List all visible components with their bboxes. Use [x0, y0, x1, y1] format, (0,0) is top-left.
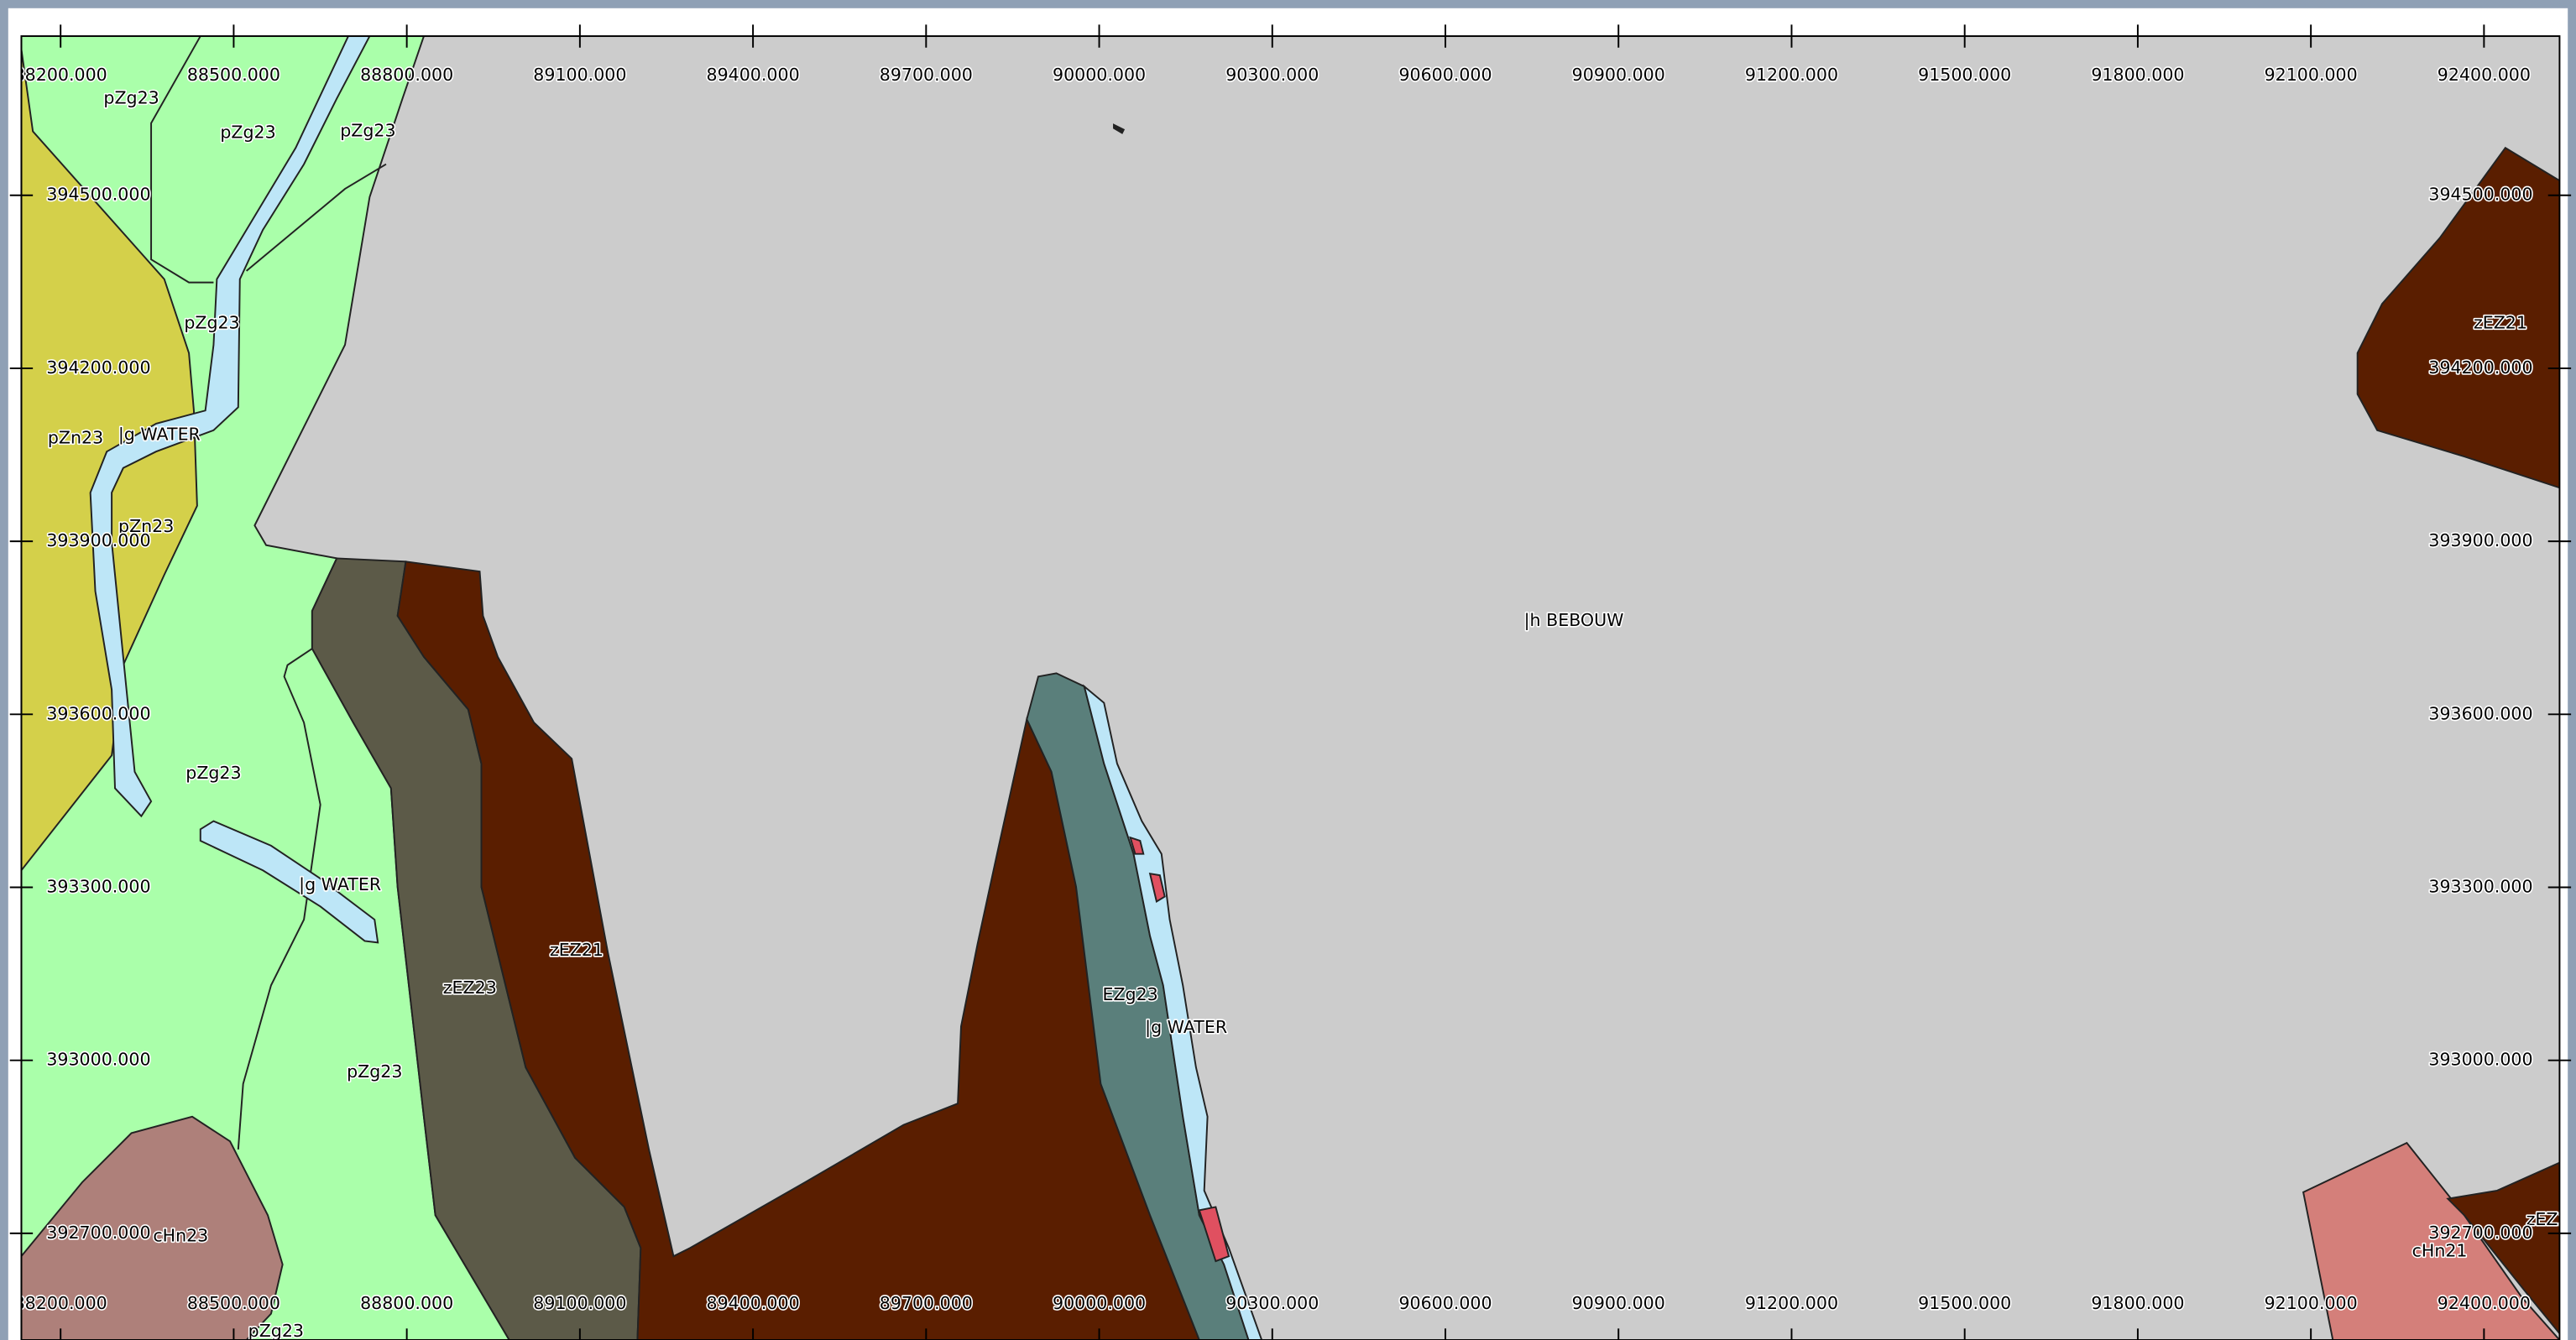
y-coordinate-label: 393600.000 [46, 703, 150, 723]
x-coordinate-label: 89100.000 [533, 1293, 626, 1313]
x-coordinate-label: 91800.000 [2091, 1293, 2184, 1313]
x-coordinate-label: 88800.000 [360, 65, 453, 85]
x-coordinate-label: 92100.000 [2265, 65, 2358, 85]
area-label: pZg23 [347, 1061, 402, 1082]
x-coordinate-label: 90900.000 [1572, 1293, 1665, 1313]
brown-soil [2446, 1161, 2560, 1335]
x-coordinate-label: 90300.000 [1225, 65, 1319, 85]
area-label: cHn21 [2412, 1240, 2468, 1260]
area-label: pZg23 [185, 763, 241, 783]
red-soil [1129, 836, 1231, 1263]
x-coordinate-label: 92400.000 [2438, 65, 2531, 85]
area-label: pZg23 [184, 313, 239, 333]
soil-boundary [150, 36, 387, 1150]
area-label: |g WATER [299, 874, 381, 895]
area-label: |g WATER [118, 425, 201, 446]
y-coordinate-label: 394500.000 [2428, 185, 2532, 205]
x-coordinate-label: 91800.000 [2091, 65, 2184, 85]
area-label: pZg23 [248, 1321, 304, 1340]
x-coordinate-label: 89400.000 [707, 1293, 800, 1313]
y-coordinate-label: 393300.000 [46, 876, 150, 896]
y-coordinate-label: 393000.000 [2428, 1050, 2532, 1070]
area-label: pZg23 [103, 87, 159, 107]
x-coordinate-label: 91500.000 [1918, 1293, 2011, 1313]
area-label: pZg23 [340, 121, 395, 141]
x-coordinate-label: 88500.000 [187, 65, 280, 85]
area-label: zEZ21 [2526, 1209, 2576, 1229]
x-coordinate-label: 90000.000 [1053, 1293, 1146, 1313]
y-coordinate-label: 393900.000 [2428, 530, 2532, 550]
area-label: zEZ21 [2474, 313, 2527, 333]
small-feature [1113, 123, 1126, 134]
x-coordinate-label: 89700.000 [880, 1293, 973, 1313]
map-area: pZg23 pZg23 pZg23 pZg23 pZn23 |g WATER p… [14, 36, 2576, 1340]
y-coordinate-label: 394200.000 [2428, 357, 2532, 378]
y-coordinate-label: 394500.000 [46, 185, 150, 205]
tick-marks [9, 24, 2572, 1340]
area-label: zEZ23 [443, 978, 497, 998]
y-coordinate-label: 393900.000 [46, 530, 150, 550]
area-label: |h BEBOUW [1524, 610, 1624, 631]
water [89, 36, 371, 818]
coordinate-labels: 88200.000 88200.000 88500.000 88500.000 8880… [14, 63, 2534, 1314]
x-coordinate-label: 89100.000 [533, 65, 626, 85]
area-label: pZn23 [48, 428, 103, 448]
area-label: pZn23 [118, 516, 174, 536]
water [199, 820, 379, 944]
y-coordinate-label: 393600.000 [2428, 703, 2532, 723]
water [1083, 684, 1263, 1340]
x-coordinate-label: 90600.000 [1398, 1293, 1492, 1313]
x-coordinate-label: 91500.000 [1918, 65, 2011, 85]
x-coordinate-label: 90600.000 [1398, 65, 1492, 85]
x-coordinate-label: 89400.000 [707, 65, 800, 85]
pink-soil [2302, 1141, 2560, 1340]
x-coordinate-label: 91200.000 [1745, 1293, 1838, 1313]
map-border [20, 35, 2561, 1340]
x-coordinate-label: 90300.000 [1225, 1293, 1319, 1313]
x-coordinate-label: 89700.000 [880, 65, 973, 85]
y-coordinate-label: 394200.000 [46, 357, 150, 378]
area-label: cHn23 [153, 1226, 208, 1246]
brown-soil [2356, 146, 2560, 489]
x-coordinate-label: 90900.000 [1572, 65, 1665, 85]
y-coordinate-label: 392700.000 [2428, 1223, 2532, 1243]
y-coordinate-label: 393300.000 [2428, 876, 2532, 896]
pink-soil [21, 1115, 284, 1340]
x-coordinate-label: 92100.000 [2265, 1293, 2358, 1313]
x-coordinate-label: 90000.000 [1053, 65, 1146, 85]
x-coordinate-label: 88200.000 [14, 1293, 107, 1313]
area-label: zEZ21 [550, 940, 604, 960]
x-coordinate-label: 92400.000 [2438, 1293, 2531, 1313]
area-label: pZg23 [220, 123, 275, 143]
x-coordinate-label: 88500.000 [187, 1293, 280, 1313]
x-coordinate-label: 91200.000 [1745, 65, 1838, 85]
area-label: EZg23 [1102, 984, 1157, 1004]
x-coordinate-label: 88800.000 [360, 1293, 453, 1313]
y-coordinate-label: 392700.000 [46, 1223, 150, 1243]
area-label: |g WATER [1145, 1017, 1227, 1038]
x-coordinate-label: 88200.000 [14, 65, 107, 85]
y-coordinate-label: 393000.000 [46, 1050, 150, 1070]
